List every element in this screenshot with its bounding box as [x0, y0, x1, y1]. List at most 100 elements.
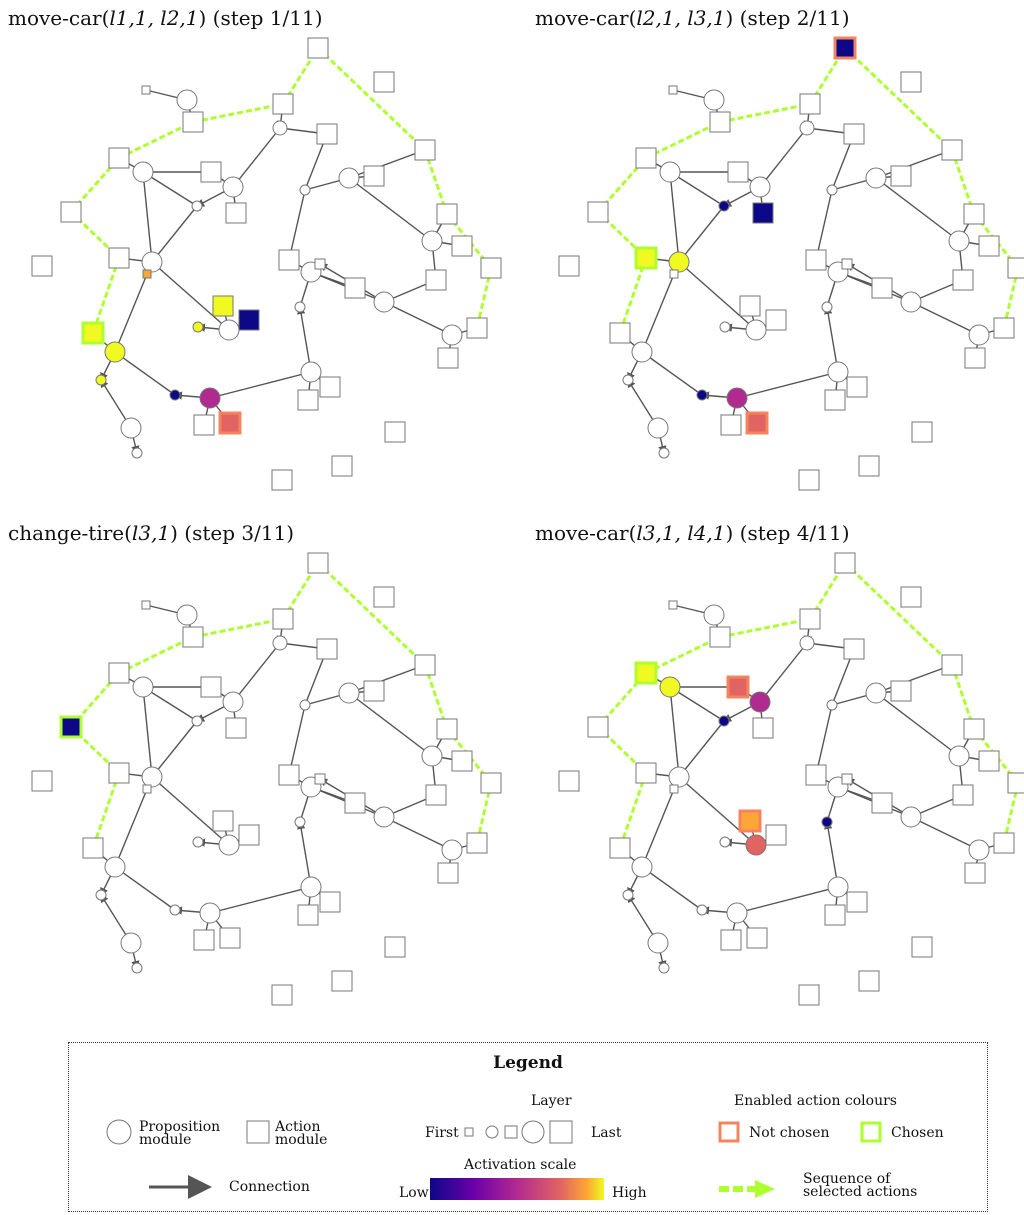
proposition-module-icon — [106, 1119, 132, 1145]
action-module — [272, 93, 294, 115]
action-module — [738, 809, 762, 833]
chosen-icon — [860, 1121, 882, 1143]
action-module — [384, 936, 406, 958]
network-graph — [558, 36, 1024, 491]
proposition-module — [441, 324, 463, 346]
proposition-module — [299, 184, 311, 196]
proposition-module — [95, 889, 107, 901]
sequence-arrow — [950, 149, 977, 217]
connection-edge — [113, 866, 176, 911]
action-module — [824, 904, 846, 926]
action-module — [846, 376, 868, 398]
connection-edge — [142, 686, 156, 779]
action-module — [200, 161, 222, 183]
action-module — [436, 718, 458, 740]
action-module — [890, 680, 912, 702]
action-module — [609, 837, 631, 859]
connection-edge — [678, 261, 758, 331]
action-module — [964, 862, 986, 884]
proposition-module — [668, 251, 690, 273]
proposition-module — [647, 932, 669, 954]
action-module — [414, 139, 436, 161]
action-module — [720, 414, 742, 436]
panel-title: change-tire(l3,1) (step 3/11) — [8, 521, 295, 545]
action-module — [331, 455, 353, 477]
action-module — [609, 322, 631, 344]
activation-low-label: Low — [399, 1185, 429, 1201]
action-module — [727, 161, 749, 183]
action-module — [871, 792, 893, 814]
proposition-module — [222, 176, 244, 198]
connection-edge — [735, 371, 839, 401]
action-module — [841, 258, 853, 270]
action-module — [1007, 257, 1024, 279]
action-module — [141, 600, 151, 610]
connection-edge — [141, 686, 198, 722]
action-module — [871, 277, 893, 299]
proposition-module — [726, 902, 748, 924]
proposition-module — [821, 301, 833, 313]
action-module — [363, 680, 385, 702]
activation-colorbar — [430, 1178, 604, 1200]
proposition-module — [703, 89, 725, 111]
proposition-module — [441, 839, 463, 861]
action-module — [81, 321, 105, 345]
action-module — [218, 411, 242, 435]
not-chosen-icon — [718, 1121, 740, 1143]
proposition-module — [948, 745, 970, 767]
connection-edge — [678, 720, 725, 779]
connection-edge — [383, 301, 454, 336]
proposition-module — [95, 374, 107, 386]
sequence-arrow — [843, 46, 955, 153]
proposition-module — [631, 856, 653, 878]
proposition-label: Proposition module — [139, 1119, 221, 1148]
proposition-module — [900, 806, 922, 828]
proposition-module — [218, 319, 240, 341]
panel-title: move-car(l3,1, l4,1) (step 4/11) — [535, 521, 850, 545]
connection-edge — [208, 886, 312, 916]
action-module — [709, 626, 731, 648]
proposition-module — [141, 251, 163, 273]
proposition-module — [703, 604, 725, 626]
action-module — [798, 984, 820, 1006]
proposition-module — [373, 806, 395, 828]
connection-edge — [910, 301, 981, 336]
proposition-module — [272, 120, 288, 136]
proposition-module — [726, 387, 748, 409]
connection-edge — [113, 351, 176, 396]
proposition-module — [131, 962, 143, 974]
proposition-module — [745, 319, 767, 341]
connection-edge — [875, 663, 954, 694]
panel-step-2: move-car(l2,1, l3,1) (step 2/11) — [527, 0, 1024, 520]
proposition-module — [192, 836, 204, 848]
proposition-module — [622, 889, 634, 901]
connection-edge — [142, 171, 156, 264]
action-module — [726, 675, 750, 699]
action-module — [319, 376, 341, 398]
connection-edge — [824, 820, 839, 888]
legend-graphics — [106, 1119, 882, 1200]
action-module — [451, 750, 473, 772]
action-module — [480, 257, 502, 279]
action-module — [436, 203, 458, 225]
action-module — [108, 247, 130, 269]
proposition-module — [120, 932, 142, 954]
proposition-module — [865, 682, 887, 704]
action-module — [331, 970, 353, 992]
activation-title: Activation scale — [464, 1157, 577, 1173]
legend-box: Legend Proposition module Action module … — [68, 1042, 988, 1212]
action-module — [746, 927, 768, 949]
activation-high-label: High — [612, 1185, 647, 1201]
network-graph — [558, 552, 1024, 1006]
connection-edge — [875, 177, 961, 242]
proposition-module — [968, 839, 990, 861]
proposition-module — [294, 816, 306, 828]
proposition-module — [199, 387, 221, 409]
sequence-arrow — [719, 614, 813, 639]
proposition-module — [668, 766, 690, 788]
connection-edge — [668, 171, 725, 207]
action-module — [182, 626, 204, 648]
action-module — [425, 784, 447, 806]
connection-edge — [297, 820, 312, 888]
proposition-module — [826, 699, 838, 711]
